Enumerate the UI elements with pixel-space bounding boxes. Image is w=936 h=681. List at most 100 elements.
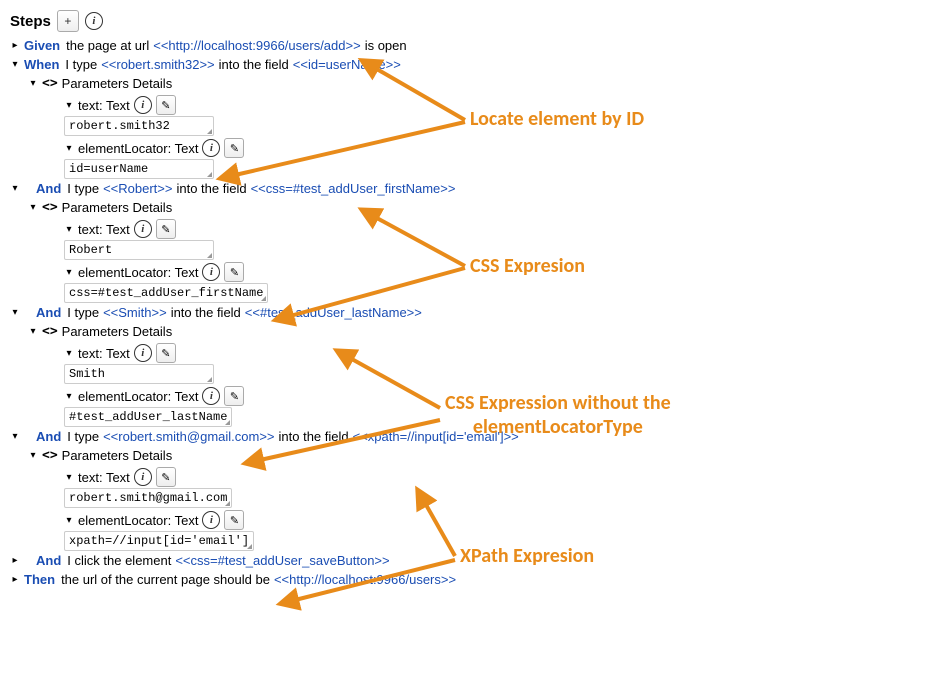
step-arg[interactable]: <<http://localhost:9966/users>> — [274, 572, 456, 587]
step-text: I click the element — [67, 553, 171, 568]
params-header-row: <> Parameters Details — [28, 74, 926, 93]
info-icon[interactable]: i — [202, 387, 220, 405]
params-title: Parameters Details — [62, 448, 173, 463]
step-arg[interactable]: <<Robert>> — [103, 181, 172, 196]
params-title: Parameters Details — [62, 200, 173, 215]
code-icon: <> — [42, 76, 58, 91]
step-text: the url of the current page should be — [61, 572, 270, 587]
add-step-button[interactable]: + — [57, 10, 79, 32]
step-text: into the field — [219, 57, 289, 72]
edit-icon[interactable]: ✎ — [156, 95, 176, 115]
param-value-box[interactable]: #test_addUser_lastName — [64, 407, 232, 427]
param-value-box[interactable]: xpath=//input[id='email'] — [64, 531, 254, 551]
step-keyword: When — [24, 57, 61, 72]
step-arg[interactable]: <<css=#test_addUser_saveButton>> — [175, 553, 389, 568]
params-title: Parameters Details — [62, 324, 173, 339]
info-icon[interactable]: i — [202, 511, 220, 529]
expand-caret[interactable] — [10, 59, 20, 70]
edit-icon[interactable]: ✎ — [224, 510, 244, 530]
step-text: is open — [365, 38, 407, 53]
expand-caret[interactable] — [28, 78, 38, 89]
param-value-box[interactable]: Smith — [64, 364, 214, 384]
expand-caret[interactable] — [28, 450, 38, 461]
param-block: elementLocator: Text i ✎ id=userName — [64, 136, 926, 179]
step-keyword: Given — [24, 38, 62, 53]
expand-caret[interactable] — [64, 391, 74, 402]
info-icon[interactable]: i — [134, 344, 152, 362]
params-header-row: <> Parameters Details — [28, 322, 926, 341]
annotation-css: CSS Expresion — [470, 254, 585, 278]
step-row: Given the page at url <<http://localhost… — [10, 36, 926, 55]
info-icon[interactable]: i — [85, 12, 103, 30]
info-icon[interactable]: i — [202, 263, 220, 281]
params-title: Parameters Details — [62, 76, 173, 91]
param-label: elementLocator: Text — [78, 265, 198, 280]
param-block: text: Text i ✎ robert.smith@gmail.com — [64, 465, 926, 508]
info-icon[interactable]: i — [202, 139, 220, 157]
step-keyword: Then — [24, 572, 57, 587]
step-arg[interactable]: <<css=#test_addUser_firstName>> — [251, 181, 456, 196]
step-arg[interactable]: <<#test_addUser_lastName>> — [245, 305, 422, 320]
step-arg[interactable]: <<robert.smith@gmail.com>> — [103, 429, 274, 444]
step-arg[interactable]: <<robert.smith32>> — [101, 57, 214, 72]
expand-caret[interactable] — [10, 183, 20, 194]
annotation-id: Locate element by ID — [470, 107, 644, 131]
param-value-box[interactable]: Robert — [64, 240, 214, 260]
expand-caret[interactable] — [10, 40, 20, 51]
edit-icon[interactable]: ✎ — [224, 138, 244, 158]
info-icon[interactable]: i — [134, 220, 152, 238]
step-text: I type — [67, 305, 99, 320]
expand-caret[interactable] — [64, 100, 74, 111]
param-label: elementLocator: Text — [78, 141, 198, 156]
expand-caret[interactable] — [64, 472, 74, 483]
step-text: into the field — [279, 429, 349, 444]
step-text: into the field — [171, 305, 241, 320]
edit-icon[interactable]: ✎ — [156, 343, 176, 363]
param-label: text: Text — [78, 98, 130, 113]
expand-caret[interactable] — [64, 348, 74, 359]
edit-icon[interactable]: ✎ — [224, 262, 244, 282]
expand-caret[interactable] — [10, 555, 20, 566]
expand-caret[interactable] — [64, 224, 74, 235]
param-label: text: Text — [78, 346, 130, 361]
step-row: And I type <<Robert>> into the field <<c… — [10, 179, 926, 198]
code-icon: <> — [42, 324, 58, 339]
annotation-xpath: XPath Expresion — [460, 544, 594, 568]
expand-caret[interactable] — [28, 202, 38, 213]
params-header-row: <> Parameters Details — [28, 446, 926, 465]
expand-caret[interactable] — [10, 307, 20, 318]
step-row: Then the url of the current page should … — [10, 570, 926, 589]
steps-header: Steps + i — [10, 10, 926, 32]
param-value-box[interactable]: robert.smith32 — [64, 116, 214, 136]
step-text: I type — [67, 429, 99, 444]
step-arg[interactable]: <<http://localhost:9966/users/add>> — [153, 38, 360, 53]
info-icon[interactable]: i — [134, 96, 152, 114]
expand-caret[interactable] — [64, 267, 74, 278]
param-label: elementLocator: Text — [78, 513, 198, 528]
edit-icon[interactable]: ✎ — [224, 386, 244, 406]
info-icon[interactable]: i — [134, 468, 152, 486]
expand-caret[interactable] — [10, 574, 20, 585]
expand-caret[interactable] — [64, 143, 74, 154]
step-keyword: And — [36, 553, 63, 568]
expand-caret[interactable] — [10, 431, 20, 442]
edit-icon[interactable]: ✎ — [156, 467, 176, 487]
step-arg[interactable]: <<Smith>> — [103, 305, 167, 320]
step-row: When I type <<robert.smith32>> into the … — [10, 55, 926, 74]
params-header-row: <> Parameters Details — [28, 198, 926, 217]
expand-caret[interactable] — [28, 326, 38, 337]
step-text: into the field — [176, 181, 246, 196]
edit-icon[interactable]: ✎ — [156, 219, 176, 239]
step-text: the page at url — [66, 38, 149, 53]
step-arg[interactable]: <<id=userName>> — [293, 57, 401, 72]
step-row: And I type <<Smith>> into the field <<#t… — [10, 303, 926, 322]
param-value-box[interactable]: robert.smith@gmail.com — [64, 488, 232, 508]
expand-caret[interactable] — [64, 515, 74, 526]
code-icon: <> — [42, 200, 58, 215]
steps-title: Steps — [10, 13, 51, 30]
step-keyword: And — [36, 305, 63, 320]
param-label: text: Text — [78, 222, 130, 237]
param-value-box[interactable]: css=#test_addUser_firstName — [64, 283, 268, 303]
code-icon: <> — [42, 448, 58, 463]
param-value-box[interactable]: id=userName — [64, 159, 214, 179]
